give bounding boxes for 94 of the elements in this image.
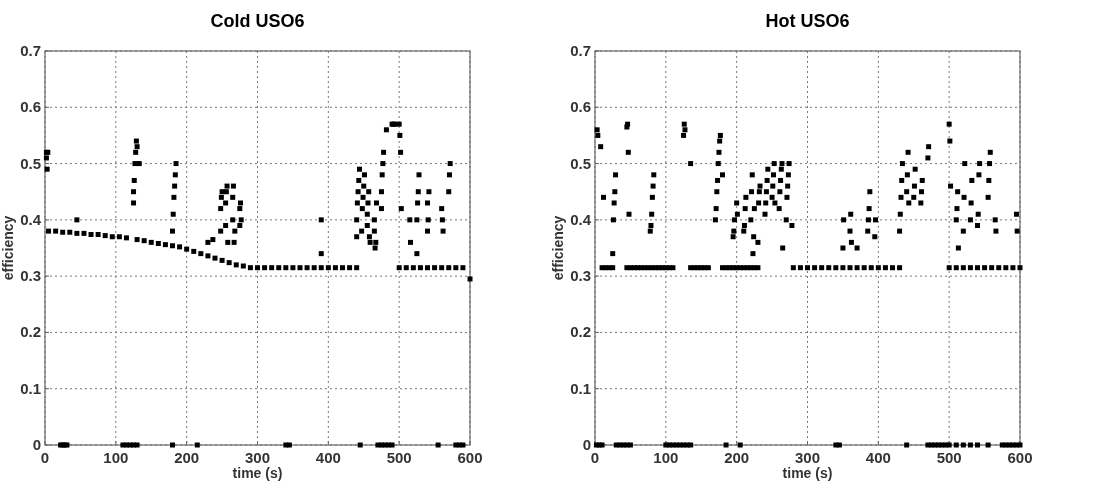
point bbox=[347, 265, 353, 271]
point bbox=[453, 265, 459, 271]
point bbox=[357, 442, 363, 448]
y-tick-label: 0.5 bbox=[570, 154, 591, 172]
point bbox=[354, 265, 360, 271]
point bbox=[212, 255, 218, 261]
y-tick-label: 0.3 bbox=[570, 267, 591, 285]
point bbox=[425, 265, 430, 271]
point bbox=[269, 265, 275, 271]
x-tick-label: 500 bbox=[386, 449, 412, 466]
point bbox=[95, 231, 101, 237]
y-axis-title: efficiency bbox=[0, 215, 16, 281]
point bbox=[170, 243, 175, 249]
point bbox=[148, 239, 154, 245]
point bbox=[116, 234, 122, 240]
point bbox=[233, 262, 239, 268]
point bbox=[184, 246, 190, 252]
point bbox=[205, 253, 211, 259]
point bbox=[191, 248, 197, 254]
chart-title: Hot USO6 bbox=[765, 11, 850, 31]
x-tick-label: 300 bbox=[794, 449, 821, 466]
point bbox=[332, 265, 338, 271]
y-tick-label: 0.6 bbox=[570, 98, 591, 116]
x-axis-title: time (s) bbox=[782, 465, 833, 481]
y-tick-label: 0.1 bbox=[570, 379, 591, 397]
x-tick-label: 300 bbox=[244, 449, 271, 466]
point bbox=[311, 265, 317, 271]
point bbox=[290, 265, 296, 271]
y-tick-label: 0.3 bbox=[20, 267, 41, 285]
point bbox=[88, 231, 94, 237]
x-tick-label: 500 bbox=[936, 449, 962, 466]
y-tick-label: 0.6 bbox=[20, 98, 41, 116]
point bbox=[255, 265, 260, 271]
x-tick-label: 100 bbox=[653, 449, 679, 466]
point bbox=[170, 442, 175, 448]
point bbox=[162, 242, 168, 248]
point bbox=[134, 237, 140, 243]
x-tick-label: 400 bbox=[315, 449, 341, 466]
x-tick-label: 400 bbox=[865, 449, 891, 466]
y-tick-label: 0.4 bbox=[20, 210, 42, 228]
point bbox=[102, 233, 108, 239]
point bbox=[467, 276, 473, 282]
y-tick-label: 0 bbox=[32, 436, 41, 453]
point bbox=[177, 244, 183, 250]
point bbox=[141, 238, 147, 244]
y-tick-label: 0.7 bbox=[20, 42, 41, 59]
point bbox=[67, 229, 73, 235]
x-tick-label: 600 bbox=[457, 449, 483, 466]
point bbox=[297, 265, 303, 271]
point bbox=[435, 442, 441, 448]
point bbox=[432, 265, 438, 271]
x-axis-title: time (s) bbox=[232, 465, 283, 481]
y-tick-label: 0.7 bbox=[570, 42, 591, 59]
point bbox=[46, 228, 52, 234]
point bbox=[198, 251, 204, 257]
point bbox=[460, 265, 466, 271]
point bbox=[318, 265, 324, 271]
point bbox=[325, 265, 331, 271]
point bbox=[396, 265, 402, 271]
chart-title: Cold USO6 bbox=[210, 11, 305, 31]
point bbox=[410, 265, 416, 271]
y-tick-label: 0 bbox=[582, 436, 591, 453]
point bbox=[60, 229, 66, 235]
point bbox=[304, 265, 310, 271]
y-tick-label: 0.5 bbox=[20, 154, 41, 172]
point bbox=[340, 265, 345, 271]
y-tick-label: 0.2 bbox=[570, 323, 591, 341]
point bbox=[276, 265, 282, 271]
y-tick-label: 0.2 bbox=[20, 323, 41, 341]
point bbox=[403, 265, 409, 271]
point bbox=[417, 265, 423, 271]
point bbox=[460, 442, 466, 448]
point bbox=[439, 265, 445, 271]
x-tick-label: 200 bbox=[174, 449, 200, 466]
point bbox=[226, 260, 232, 266]
point bbox=[74, 230, 80, 236]
y-axis-title: efficiency bbox=[550, 215, 566, 281]
y-tick-label: 0.4 bbox=[570, 210, 592, 228]
point bbox=[219, 257, 225, 263]
x-tick-label: 600 bbox=[1007, 449, 1033, 466]
point bbox=[446, 265, 452, 271]
point bbox=[262, 265, 268, 271]
point bbox=[155, 241, 161, 246]
point bbox=[123, 235, 129, 241]
x-tick-label: 200 bbox=[724, 449, 750, 466]
x-tick-label: 100 bbox=[103, 449, 129, 466]
point bbox=[109, 234, 115, 240]
point bbox=[283, 265, 289, 271]
point bbox=[194, 442, 200, 448]
point bbox=[53, 228, 59, 234]
y-tick-label: 0.1 bbox=[20, 379, 41, 397]
point bbox=[247, 265, 253, 271]
point bbox=[81, 230, 87, 236]
point bbox=[240, 263, 246, 269]
